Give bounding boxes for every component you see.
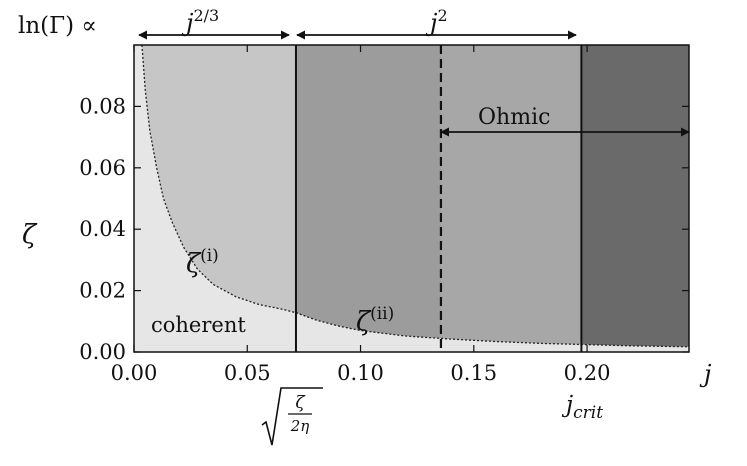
power-law-label-j23: j2/3	[181, 6, 219, 37]
x-tick-label: 0.05	[224, 361, 271, 385]
zeta-i-label: ζ(i)	[186, 246, 219, 279]
region-zone-2	[295, 45, 441, 339]
y-axis-label: ζ	[22, 220, 38, 250]
sqrt-sign	[261, 387, 323, 446]
x-tick-label: 0.15	[450, 361, 497, 385]
power-law-label-j2: j2	[425, 6, 448, 37]
plot-frame	[133, 44, 690, 353]
y-tick-label: 0.06	[79, 156, 126, 180]
region-zone-3	[440, 45, 582, 345]
zeta-boundary-curve	[141, 44, 690, 348]
region-zone-4	[581, 45, 689, 347]
axis-ticks	[133, 45, 689, 353]
sqrt-numerator: ζ	[295, 393, 306, 413]
sqrt-denominator: 2η	[290, 417, 310, 435]
y-tick-label: 0.04	[79, 217, 126, 241]
x-tick-label: 0.20	[564, 361, 611, 385]
y-tick-label: 0.02	[79, 279, 126, 303]
ohmic-label: Ohmic	[478, 105, 550, 130]
x-axis-label: j	[699, 360, 712, 388]
y-tick-label: 0.08	[79, 94, 126, 118]
jcrit-label: jcrit	[561, 392, 603, 423]
y-tick-label: 0.00	[79, 340, 126, 364]
x-tick-label: 0.00	[111, 361, 158, 385]
sqrt-zeta-2eta-label: ζ 2η	[261, 387, 323, 446]
x-tick-label: 0.10	[337, 361, 384, 385]
zeta-ii-label: ζ(ii)	[356, 304, 394, 337]
lnGamma-prefix-label: ln(Γ) ∝	[18, 13, 97, 39]
coherent-region-label: coherent	[151, 313, 246, 337]
region-zone-1	[141, 45, 296, 313]
